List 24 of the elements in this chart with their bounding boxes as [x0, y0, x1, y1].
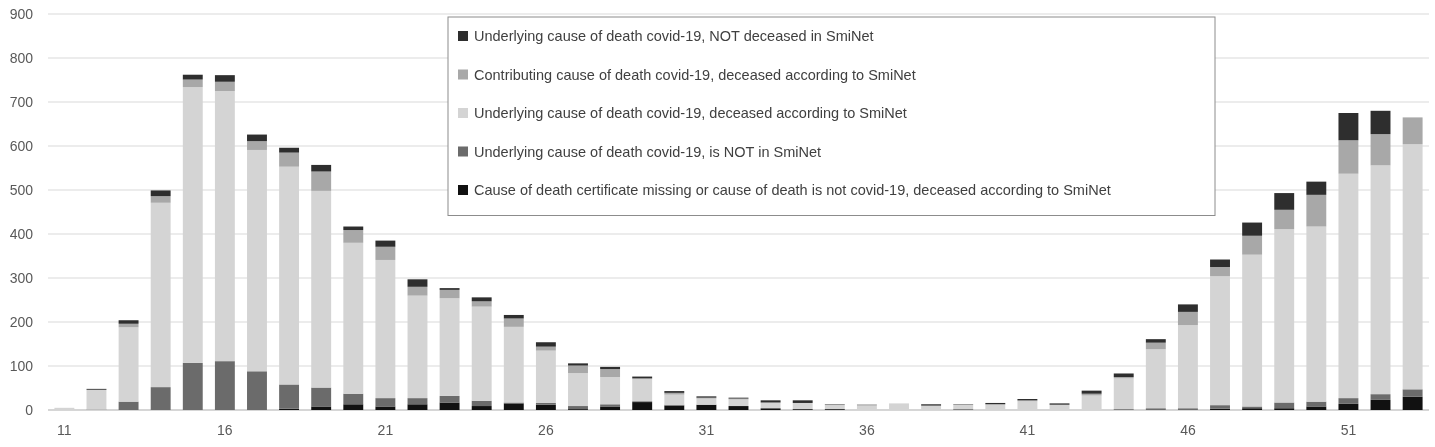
y-tick-label: 500 — [9, 181, 34, 198]
x-tick-label: 11 — [57, 422, 72, 438]
legend-label: Cause of death certificate missing or cause of death is not covid-19, deceased according to SmiNet — [474, 182, 1111, 199]
x-tick-label: 21 — [377, 422, 394, 438]
legend-label: Underlying cause of death covid-19, NOT deceased in SmiNet — [474, 28, 874, 45]
y-tick-label: 0 — [25, 401, 34, 418]
y-tick-label: 200 — [9, 313, 34, 330]
x-tick-label: 26 — [538, 422, 554, 438]
y-tick-label: 300 — [9, 269, 34, 286]
x-tick-label: 51 — [1340, 422, 1357, 438]
y-tick-label: 400 — [9, 225, 34, 242]
x-tick-label: 46 — [1180, 422, 1196, 438]
legend-label: Underlying cause of death covid-19, deceased according to SmiNet — [474, 105, 907, 122]
x-tick-label: 36 — [859, 422, 875, 438]
y-tick-label: 900 — [9, 5, 34, 22]
y-tick-label: 800 — [9, 49, 34, 66]
y-tick-label: 600 — [9, 137, 34, 154]
legend-label: Contributing cause of death covid-19, deceased according to SmiNet — [474, 66, 916, 83]
x-tick-label: 31 — [698, 422, 715, 438]
x-tick-label: 16 — [217, 422, 233, 438]
x-tick-label: 41 — [1019, 422, 1036, 438]
y-tick-label: 100 — [9, 357, 34, 374]
y-tick-label: 700 — [9, 93, 34, 110]
legend-label: Underlying cause of death covid-19, is NOT in SmiNet — [474, 143, 822, 160]
